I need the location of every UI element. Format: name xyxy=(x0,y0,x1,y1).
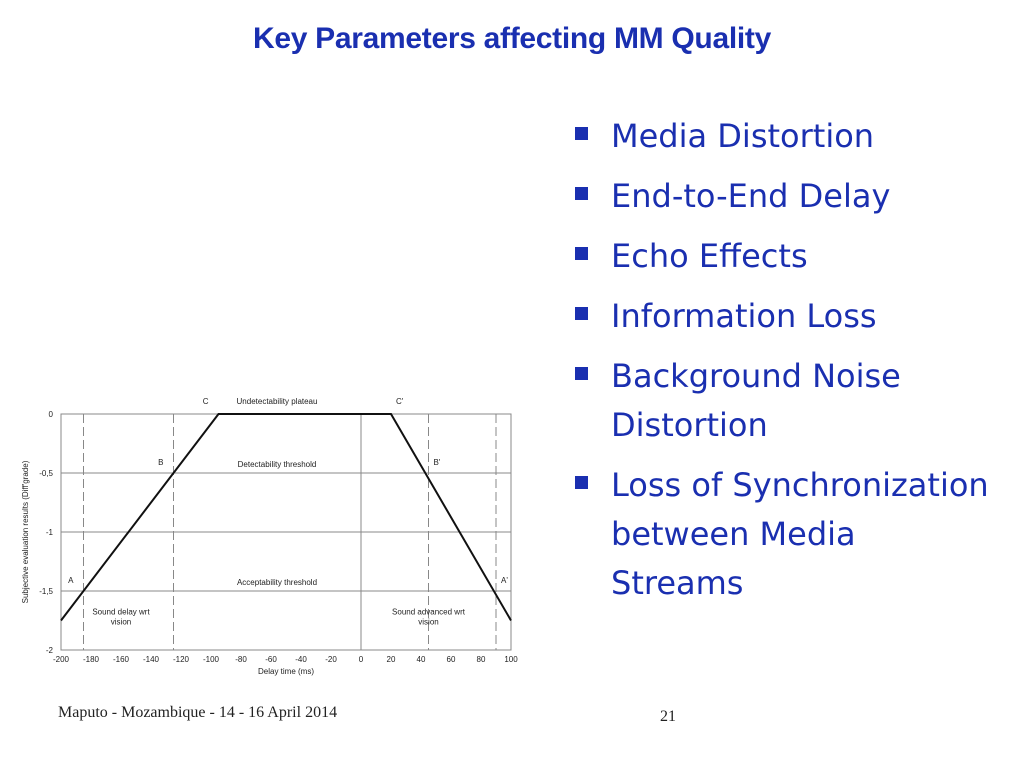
x-axis-title: Delay time (ms) xyxy=(258,667,314,676)
x-tick-label: -160 xyxy=(113,655,130,664)
y-tick-label: -2 xyxy=(46,646,54,655)
bullet-item: Background Noise Distortion xyxy=(572,352,992,450)
x-tick-label: 40 xyxy=(417,655,426,664)
x-tick-label: -120 xyxy=(173,655,190,664)
x-tick-label: -60 xyxy=(265,655,277,664)
footer-location-date: Maputo - Mozambique - 14 - 16 April 2014 xyxy=(58,704,338,721)
threshold-label: Undetectability plateau xyxy=(237,397,318,406)
x-tick-label: -180 xyxy=(83,655,100,664)
x-tick-label: -80 xyxy=(235,655,247,664)
square-bullet-icon xyxy=(575,476,588,489)
point-label: C' xyxy=(396,397,404,406)
y-tick-label: 0 xyxy=(49,410,54,419)
bullet-text: Loss of Synchronization between Media St… xyxy=(611,466,989,602)
y-tick-label: -1 xyxy=(46,528,54,537)
bullet-text: Background Noise Distortion xyxy=(611,357,901,444)
point-label: A xyxy=(68,576,74,585)
x-tick-label: 0 xyxy=(359,655,364,664)
x-tick-label: -100 xyxy=(203,655,220,664)
bullet-item: Loss of Synchronization between Media St… xyxy=(572,461,992,608)
y-axis-title: Subjective evaluation results (Diff'grad… xyxy=(21,460,30,603)
point-label: A' xyxy=(501,576,508,585)
y-tick-label: -1,5 xyxy=(39,587,53,596)
x-tick-label: -20 xyxy=(325,655,337,664)
point-label: B xyxy=(158,458,163,467)
lip-sync-chart: 0 -0,5 -1 -1,5 -2 -200 -180 -160 -140 -120 -100 -80… xyxy=(14,388,524,693)
page-number: 21 xyxy=(660,708,676,725)
bullet-text: Media Distortion xyxy=(611,117,875,155)
square-bullet-icon xyxy=(575,247,588,260)
bullet-item: Media Distortion xyxy=(572,112,992,161)
threshold-label: Detectability threshold xyxy=(238,460,317,469)
region-label: Sound advanced wrt vision xyxy=(392,608,466,627)
x-tick-label: 100 xyxy=(504,655,518,664)
threshold-label: Acceptability threshold xyxy=(237,578,317,587)
square-bullet-icon xyxy=(575,187,588,200)
x-tick-label: -40 xyxy=(295,655,307,664)
x-tick-label: 60 xyxy=(447,655,456,664)
x-tick-label: -200 xyxy=(53,655,70,664)
x-tick-label: 80 xyxy=(477,655,486,664)
square-bullet-icon xyxy=(575,367,588,380)
slide-title: Key Parameters affecting MM Quality xyxy=(252,22,771,55)
bullet-item: Echo Effects xyxy=(572,232,992,281)
bullet-text: Echo Effects xyxy=(611,237,808,275)
bullet-item: Information Loss xyxy=(572,292,992,341)
point-label: C xyxy=(203,397,209,406)
lip-sync-chart-svg: 0-0,5-1-1,5-2-200 -180 -160 -140 -120 -100 -80… xyxy=(21,397,518,676)
point-label: B' xyxy=(434,458,441,467)
bullet-text: End-to-End Delay xyxy=(611,177,891,215)
region-label: Sound delay wrt vision xyxy=(92,608,150,627)
square-bullet-icon xyxy=(575,127,588,140)
y-tick-label: -0,5 xyxy=(39,469,53,478)
bullet-list: Media Distortion End-to-End Delay Echo E… xyxy=(572,112,992,619)
bullet-text: Information Loss xyxy=(611,297,877,335)
series-line xyxy=(60,413,512,622)
bullet-item: End-to-End Delay xyxy=(572,172,992,221)
square-bullet-icon xyxy=(575,307,588,320)
x-tick-label: 20 xyxy=(387,655,396,664)
x-tick-label: -140 xyxy=(143,655,160,664)
